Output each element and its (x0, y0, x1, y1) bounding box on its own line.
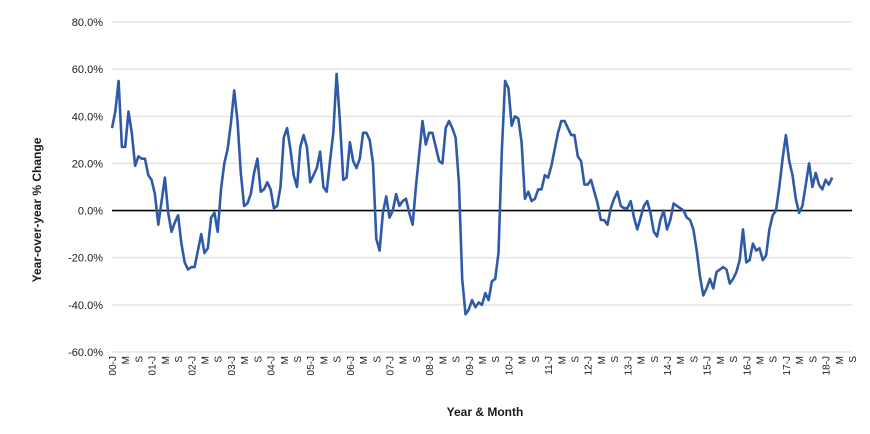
x-axis-title: Year & Month (447, 405, 524, 419)
x-tick-label: M (359, 356, 370, 364)
x-tick-label: S (372, 356, 383, 363)
x-tick-label: 08-J (425, 356, 436, 375)
x-tick-label: M (756, 356, 767, 364)
series-line (110, 72, 834, 316)
x-tick-label: M (795, 356, 806, 364)
x-tick-label: M (399, 356, 410, 364)
gridlines (112, 21, 852, 353)
x-tick-label: M (201, 356, 212, 364)
y-tick-label: -40.0% (68, 300, 103, 312)
x-tick-label: 15-J (703, 356, 714, 375)
x-tick-label: 14-J (663, 356, 674, 375)
x-tick-label: 09-J (465, 356, 476, 375)
x-tick-label: S (293, 356, 304, 363)
x-tick-label: S (650, 356, 661, 363)
y-tick-label: 0.0% (78, 206, 103, 218)
x-tick-label: S (491, 356, 502, 363)
x-tick-label: S (253, 356, 264, 363)
x-tick-label: 17-J (782, 356, 793, 375)
y-tick-label: -20.0% (68, 253, 103, 265)
y-tick-label: -60.0% (68, 347, 103, 359)
x-tick-label: S (214, 356, 225, 363)
x-tick-label: 01-J (148, 356, 159, 375)
x-tick-label: M (319, 356, 330, 364)
x-tick-label: S (571, 356, 582, 363)
x-tick-label: S (848, 356, 859, 363)
x-tick-label: 07-J (386, 356, 397, 375)
x-tick-label: M (716, 356, 727, 364)
x-tick-label: M (478, 356, 489, 364)
x-tick-label: M (557, 356, 568, 364)
x-tick-label: S (610, 356, 621, 363)
x-tick-label: M (438, 356, 449, 364)
x-tick-label: S (174, 356, 185, 363)
x-tick-label: 02-J (187, 356, 198, 375)
x-tick-label: 10-J (504, 356, 515, 375)
x-tick-label: 18-J (822, 356, 833, 375)
x-tick-label: S (808, 356, 819, 363)
y-tick-label: 60.0% (72, 64, 103, 76)
y-tick-label: 80.0% (72, 17, 103, 29)
x-tick-label: M (637, 356, 648, 364)
x-tick-label: M (240, 356, 251, 364)
x-tick-label: 00-J (108, 356, 119, 375)
y-tick-label: 40.0% (72, 111, 103, 123)
x-tick-label: M (121, 356, 132, 364)
x-tick-label: 04-J (267, 356, 278, 375)
x-tick-label: S (531, 356, 542, 363)
x-tick-label: 06-J (346, 356, 357, 375)
x-tick-label: S (412, 356, 423, 363)
x-tick-label: 11-J (544, 356, 555, 375)
x-tick-label: S (134, 356, 145, 363)
x-tick-label: M (280, 356, 291, 364)
x-tick-label: S (729, 356, 740, 363)
y-axis-title: Year-over-year % Change (30, 137, 44, 282)
y-tick-label: 20.0% (72, 158, 103, 170)
y-axis-tick-labels: -60.0% -40.0% -20.0% 0.0% 20.0% 40.0% 60.0% 80.… (68, 17, 103, 359)
x-axis-tick-labels: 00-J M S 01-J M S 02-J M S 03-J M S 04-J M S 05-J M S 06-J… (108, 356, 859, 376)
x-tick-label: 12-J (584, 356, 595, 375)
x-tick-label: 03-J (227, 356, 238, 375)
x-tick-label: S (689, 356, 700, 363)
x-tick-label: M (161, 356, 172, 364)
x-tick-label: 16-J (742, 356, 753, 375)
x-tick-label: 05-J (306, 356, 317, 375)
x-tick-label: S (452, 356, 463, 363)
x-tick-label: M (676, 356, 687, 364)
x-tick-label: S (333, 356, 344, 363)
x-tick-label: S (769, 356, 780, 363)
x-tick-label: 13-J (623, 356, 634, 375)
x-tick-label: M (835, 356, 846, 364)
x-tick-label: M (518, 356, 529, 364)
x-tick-label: M (597, 356, 608, 364)
